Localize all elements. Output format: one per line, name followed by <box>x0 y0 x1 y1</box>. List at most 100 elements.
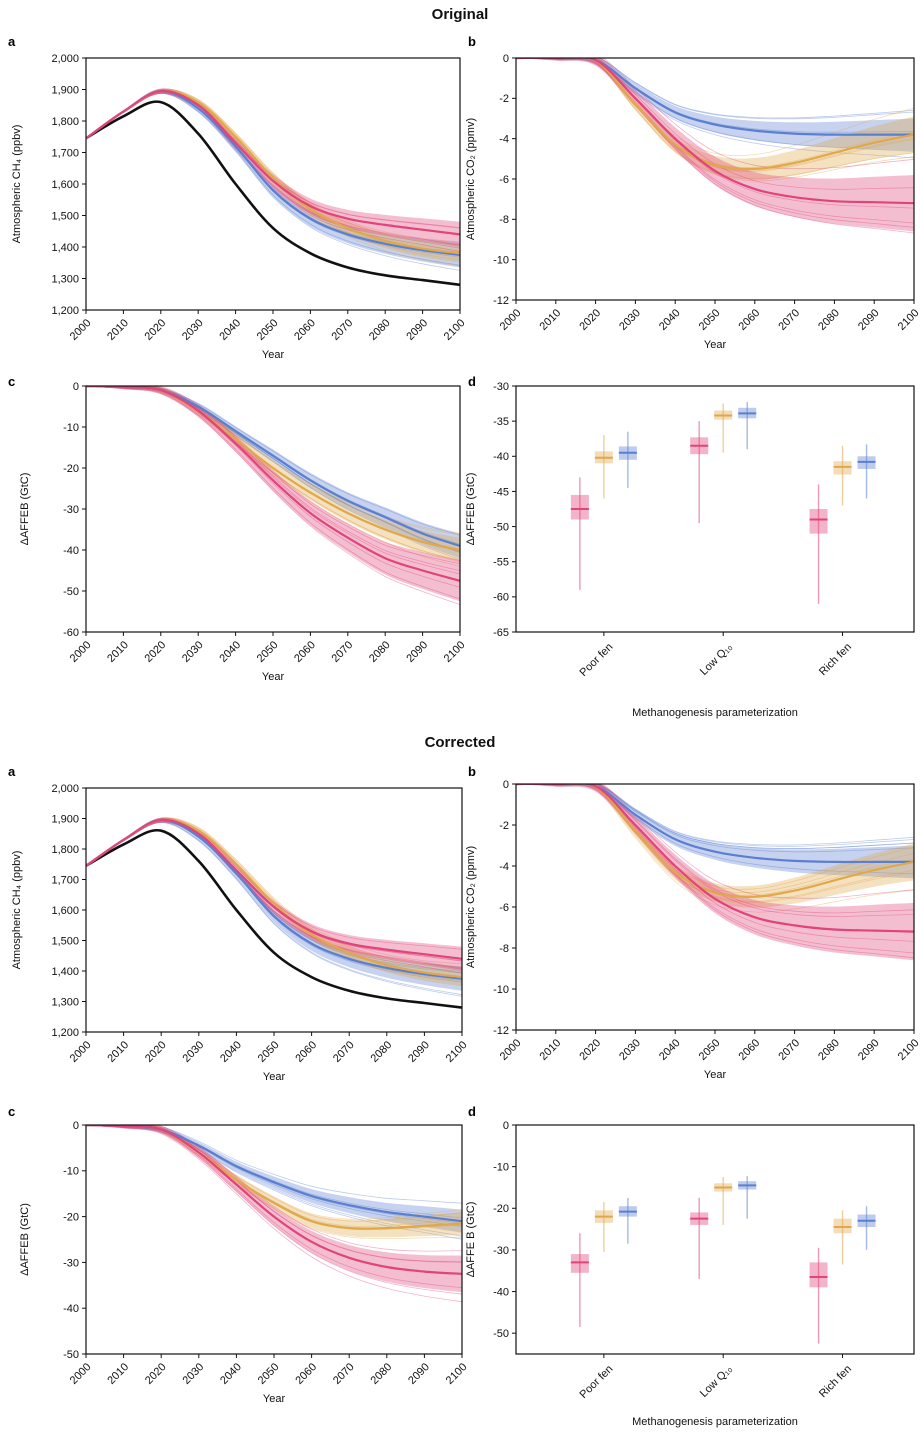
panel-corr-b: b 2000 2010 2020 2030 2040 2050 2060 2070 2080 209… <box>460 760 920 1090</box>
y-axis-label: ΔAFFEB (GtC) <box>19 1203 31 1276</box>
x-tick-label: 2000 <box>68 1361 94 1387</box>
x-tick-label: 2090 <box>856 307 882 333</box>
series-band-3 <box>86 88 460 248</box>
panel-corr-a: a 2000 2010 2020 2030 2040 2050 2060 2070 2080 209… <box>0 760 470 1090</box>
x-tick-label: 2000 <box>68 1039 94 1065</box>
x-tick-label: 2050 <box>255 317 281 343</box>
x-tick-label: 2080 <box>816 307 842 333</box>
ensemble-member-line <box>516 784 914 902</box>
x-tick-label: 2010 <box>538 1037 564 1063</box>
ensemble-member-line <box>516 58 914 133</box>
y-tick-label: -40 <box>63 545 79 557</box>
x-tick-label: 2100 <box>896 1037 920 1063</box>
series-line-3 <box>86 818 462 960</box>
y-tick-label: 1,300 <box>51 273 79 285</box>
x-tick-label: 2090 <box>406 1361 432 1387</box>
x-axis-label: Methanogenesis parameterization <box>632 1416 798 1428</box>
ensemble-member-line <box>516 784 914 890</box>
y-tick-label: -8 <box>499 943 509 955</box>
ensemble-member-line <box>86 386 460 600</box>
x-tick-label: 2090 <box>404 317 430 343</box>
x-axis-label: Year <box>704 1069 727 1081</box>
y-tick-label: -2 <box>499 820 509 832</box>
section-title-corrected: Corrected <box>424 734 496 751</box>
y-tick-label: 1,800 <box>51 844 79 856</box>
x-tick-label: 2060 <box>293 1039 319 1065</box>
x-tick-label: 2000 <box>498 1037 524 1063</box>
x-tick-label: 2060 <box>292 317 318 343</box>
x-tick-label: 2030 <box>180 317 206 343</box>
y-tick-label: -40 <box>63 1303 79 1315</box>
ensemble-member-line <box>516 784 914 954</box>
y-axis-label: Atmospheric CH₄ (ppbv) <box>11 851 23 970</box>
y-tick-label: -2 <box>499 93 509 105</box>
x-axis-label: Year <box>704 339 727 351</box>
ensemble-member-line <box>86 89 460 228</box>
ensemble-member-line <box>86 93 460 252</box>
y-tick-label: 1,600 <box>51 179 79 191</box>
ensemble-member-line <box>516 58 914 228</box>
y-tick-label: 2,000 <box>51 53 79 65</box>
ensemble-member-line <box>516 58 914 159</box>
ensemble-member-line <box>516 58 914 172</box>
ensemble-member-line <box>86 386 460 536</box>
panel-label: d <box>468 1104 476 1119</box>
y-tick-label: -55 <box>493 557 509 569</box>
panel-label: b <box>468 34 476 49</box>
series-band-2 <box>86 817 462 987</box>
x-tick-label: 2010 <box>538 307 564 333</box>
chart-corr-c: c 2000 2010 2020 2030 2040 2050 2060 2070 2080 209… <box>8 1104 470 1405</box>
series-band-0 <box>86 386 460 559</box>
y-tick-label: -4 <box>499 134 509 146</box>
plot-frame <box>515 57 915 301</box>
y-tick-label: -8 <box>499 214 509 226</box>
category-tick-label: Poor fen <box>578 641 616 679</box>
y-tick-label: 1,300 <box>51 996 79 1008</box>
x-axis-label: Year <box>263 1393 286 1405</box>
ensemble-member-line <box>516 784 914 942</box>
series-band-2 <box>86 386 460 602</box>
y-axis-label: Atmospheric CO₂ (ppmv) <box>465 846 477 968</box>
series-line-0 <box>516 784 914 864</box>
ensemble-member-line <box>516 58 914 182</box>
ensemble-member-line <box>86 822 462 997</box>
x-tick-label: 2020 <box>143 1361 169 1387</box>
x-tick-label: 2010 <box>105 1039 131 1065</box>
y-axis-label: ΔAFFEB (GtC) <box>465 473 477 546</box>
x-tick-label: 2030 <box>180 639 206 665</box>
x-tick-label: 2010 <box>105 1361 131 1387</box>
chart-corr-a: a 2000 2010 2020 2030 2040 2050 2060 2070 2080 209… <box>8 764 470 1083</box>
x-tick-label: 2050 <box>697 307 723 333</box>
series-line-0 <box>516 58 914 136</box>
plot-frame <box>85 57 461 311</box>
series-band-2 <box>516 58 914 232</box>
box-iqr <box>809 1262 828 1288</box>
ensemble-member-line <box>86 92 460 249</box>
x-tick-label: 2000 <box>68 317 94 343</box>
series-line-0 <box>86 100 460 287</box>
x-tick-label: 2040 <box>218 1039 244 1065</box>
y-tick-label: -60 <box>63 627 79 639</box>
ensemble-member-line <box>516 58 914 234</box>
y-tick-label: 1,200 <box>51 1027 79 1039</box>
y-tick-label: -60 <box>493 592 509 604</box>
ensemble-member-line <box>516 58 914 168</box>
x-tick-label: 2060 <box>292 639 318 665</box>
y-tick-label: -50 <box>63 586 79 598</box>
ensemble-member-line <box>86 819 462 962</box>
x-tick-label: 2040 <box>218 1361 244 1387</box>
ensemble-member-line <box>516 58 914 224</box>
x-tick-label: 2080 <box>369 1039 395 1065</box>
series-line-2 <box>86 1125 462 1275</box>
y-tick-label: 1,500 <box>51 210 79 222</box>
ensemble-member-line <box>516 784 914 914</box>
ensemble-member-line <box>516 784 914 847</box>
y-tick-label: 1,700 <box>51 874 79 886</box>
x-tick-label: 2040 <box>657 1037 683 1063</box>
x-tick-label: 2060 <box>737 307 763 333</box>
y-axis-label: ΔAFFEB (GtC) <box>19 473 31 546</box>
y-tick-label: 1,400 <box>51 966 79 978</box>
x-tick-label: 2030 <box>181 1039 207 1065</box>
series-band-0 <box>516 58 914 151</box>
ensemble-member-line <box>516 58 914 152</box>
